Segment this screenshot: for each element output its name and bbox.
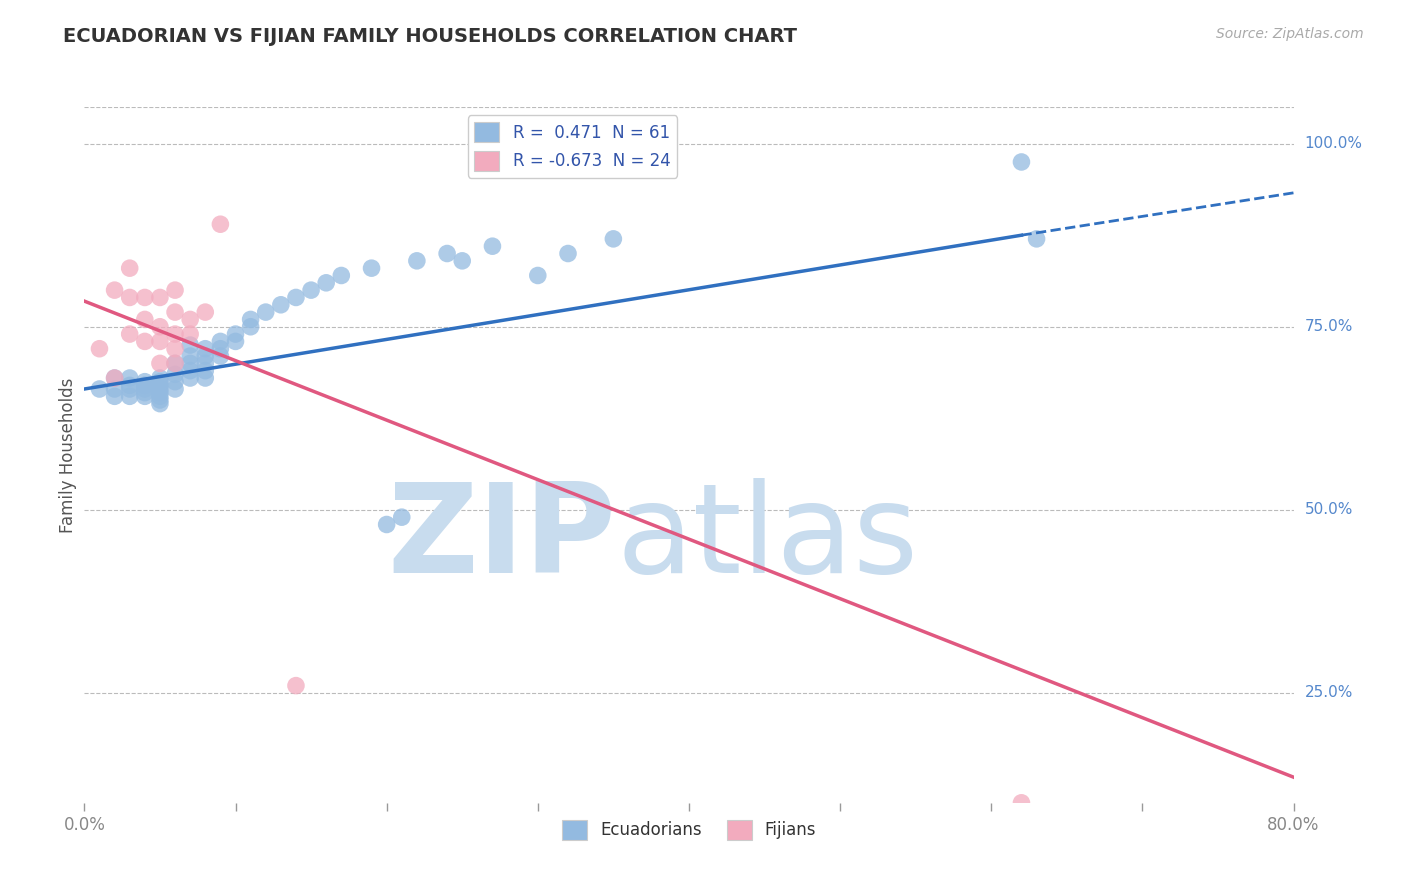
Text: 25.0%: 25.0% <box>1305 685 1353 700</box>
Point <box>118 261 141 276</box>
Text: 100.0%: 100.0% <box>1305 136 1362 151</box>
Point <box>436 246 458 260</box>
Point <box>602 232 624 246</box>
Point <box>149 356 172 370</box>
Point <box>165 356 187 370</box>
Point <box>209 342 232 356</box>
Point <box>149 371 172 385</box>
Point <box>194 349 217 363</box>
Point <box>254 305 277 319</box>
Point <box>285 679 308 693</box>
Point <box>1011 155 1033 169</box>
Text: 50.0%: 50.0% <box>1305 502 1353 517</box>
Point <box>179 371 201 385</box>
Point <box>391 510 413 524</box>
Point <box>360 261 382 276</box>
Point <box>149 397 172 411</box>
Point <box>134 378 156 392</box>
Point <box>118 389 141 403</box>
Point <box>104 382 127 396</box>
Point <box>118 371 141 385</box>
Point <box>270 298 292 312</box>
Text: ZIP: ZIP <box>388 478 616 599</box>
Point <box>118 290 141 304</box>
Point <box>104 389 127 403</box>
Point <box>104 371 127 385</box>
Point <box>149 334 172 349</box>
Point <box>118 378 141 392</box>
Point <box>239 312 262 326</box>
Point <box>1025 232 1047 246</box>
Point <box>165 327 187 342</box>
Point <box>149 385 172 400</box>
Point <box>1011 796 1033 810</box>
Y-axis label: Family Households: Family Households <box>59 377 77 533</box>
Point <box>165 368 187 382</box>
Point <box>165 305 187 319</box>
Point <box>481 239 503 253</box>
Point <box>375 517 398 532</box>
Point <box>134 375 156 389</box>
Point <box>194 305 217 319</box>
Point <box>89 382 111 396</box>
Point <box>165 375 187 389</box>
Point <box>557 246 579 260</box>
Point <box>179 327 201 342</box>
Point <box>165 342 187 356</box>
Point <box>330 268 353 283</box>
Point <box>179 338 201 352</box>
Point <box>179 349 201 363</box>
Point <box>134 312 156 326</box>
Text: Source: ZipAtlas.com: Source: ZipAtlas.com <box>1216 27 1364 41</box>
Point <box>165 283 187 297</box>
Legend: Ecuadorians, Fijians: Ecuadorians, Fijians <box>555 813 823 847</box>
Point <box>179 364 201 378</box>
Point <box>165 356 187 370</box>
Point <box>209 334 232 349</box>
Point <box>225 334 247 349</box>
Point <box>149 290 172 304</box>
Point <box>149 319 172 334</box>
Point <box>118 327 141 342</box>
Point <box>194 371 217 385</box>
Point <box>104 283 127 297</box>
Text: ECUADORIAN VS FIJIAN FAMILY HOUSEHOLDS CORRELATION CHART: ECUADORIAN VS FIJIAN FAMILY HOUSEHOLDS C… <box>63 27 797 45</box>
Point <box>527 268 550 283</box>
Point <box>134 334 156 349</box>
Point <box>134 382 156 396</box>
Point <box>134 389 156 403</box>
Point <box>149 375 172 389</box>
Point <box>149 382 172 396</box>
Point <box>239 319 262 334</box>
Point <box>179 356 201 370</box>
Point <box>406 253 429 268</box>
Point <box>134 378 156 392</box>
Point <box>209 217 232 231</box>
Point <box>451 253 474 268</box>
Point <box>209 349 232 363</box>
Text: 75.0%: 75.0% <box>1305 319 1353 334</box>
Point <box>118 382 141 396</box>
Point <box>179 312 201 326</box>
Text: atlas: atlas <box>616 478 918 599</box>
Point <box>149 389 172 403</box>
Point <box>149 378 172 392</box>
Point <box>134 385 156 400</box>
Point <box>299 283 322 297</box>
Point <box>194 364 217 378</box>
Point <box>149 392 172 407</box>
Point <box>104 371 127 385</box>
Point <box>89 342 111 356</box>
Point <box>194 356 217 370</box>
Point <box>134 290 156 304</box>
Point <box>194 342 217 356</box>
Point <box>165 382 187 396</box>
Point <box>315 276 337 290</box>
Point <box>225 327 247 342</box>
Point <box>285 290 308 304</box>
